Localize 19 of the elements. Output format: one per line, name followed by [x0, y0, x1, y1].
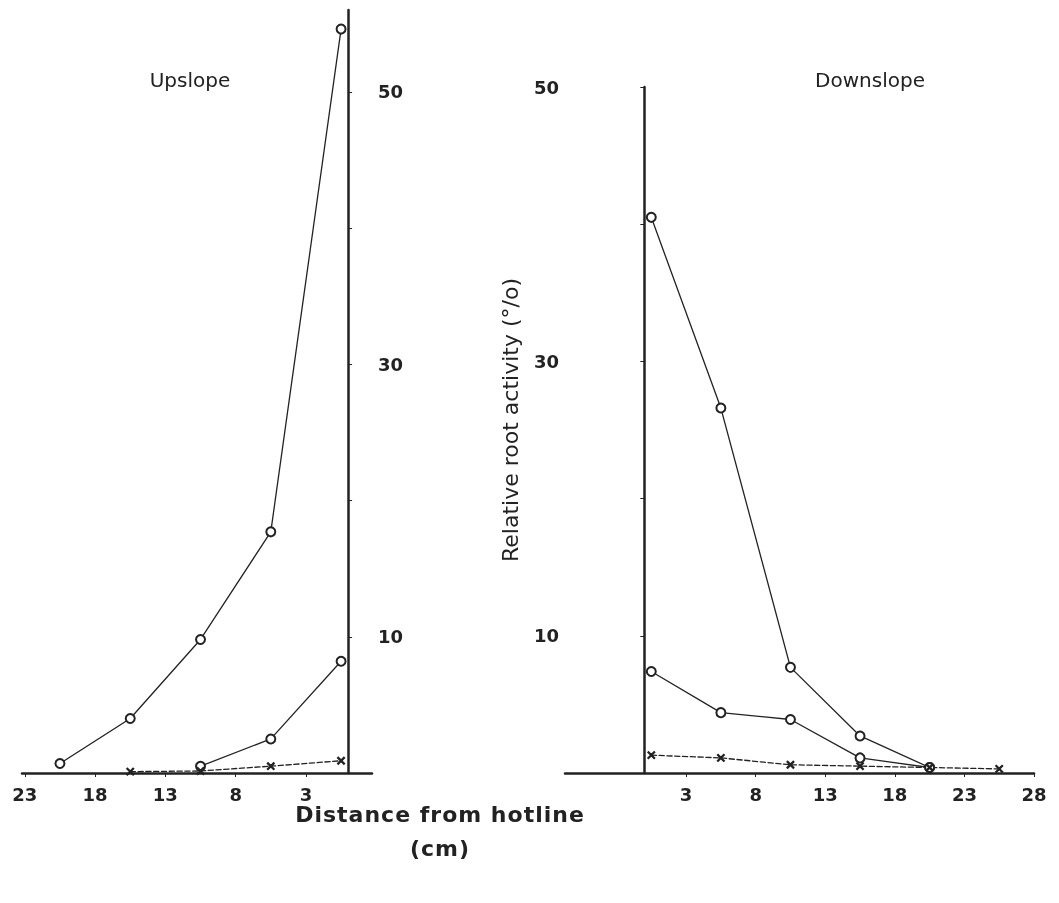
y-tick-label: 50 [533, 76, 559, 98]
x-tick-label: 13 [152, 783, 178, 805]
x-tick-label: 18 [882, 783, 908, 805]
x-tick-label: 8 [229, 783, 242, 805]
x-tick-label: 13 [812, 783, 838, 805]
chart-title: Downslope [815, 68, 925, 92]
x-tick-label: 8 [749, 783, 762, 805]
text: Upslope [149, 68, 231, 92]
y-tick-label: 50 [378, 81, 404, 103]
x-tick-label: 18 [82, 783, 108, 805]
y-tick-label: 30 [533, 350, 559, 372]
x-tick-label: 28 [1021, 783, 1047, 805]
y-tick-label: 30 [378, 353, 404, 375]
x-tick-label: 3 [679, 783, 693, 805]
x-tick-label: 23 [12, 783, 38, 805]
y-axis-title: Relative root activity (°/o) [497, 278, 523, 562]
y-tick-label: 10 [533, 625, 559, 647]
x-tick-label: 23 [951, 783, 977, 805]
y-tick-label: 10 [378, 626, 404, 648]
